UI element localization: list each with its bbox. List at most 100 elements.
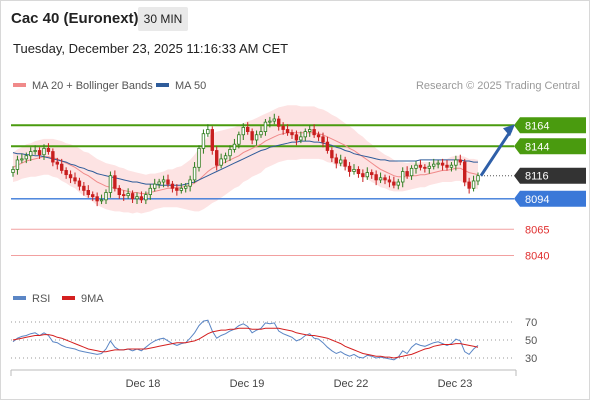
candle-body [316,134,321,138]
candle-body [130,193,135,200]
candle-body [325,141,330,151]
candle-body [330,150,334,159]
candle-body [361,173,365,178]
candle-body [46,147,51,152]
candle-body [60,163,64,171]
candle-body [104,192,108,201]
candle-body [387,179,392,183]
candle-body [99,199,104,202]
candle-body [365,172,369,178]
projection-arrow-shaft [479,129,513,177]
candle-body [401,171,405,183]
candle-body [126,193,130,197]
candle-body [37,150,42,156]
ma20-line [12,132,479,195]
legend-9ma: 9MA [62,293,104,305]
rsi-line [12,319,479,361]
candle-body [42,147,46,156]
chart-header: Cac 40 (Euronext) 30 MIN [0,0,590,36]
legend-ma50-label: MA 50 [175,80,207,92]
candle-body [51,151,55,163]
timeframe-badge[interactable]: 30 MIN [138,7,188,31]
candle-body [312,129,316,136]
candle-body [308,129,312,132]
candle-body [432,163,436,167]
candle-body [179,187,183,191]
candle-body [29,151,33,157]
price-label-8116: 8116 [525,171,549,183]
price-label-8065: 8065 [525,224,549,236]
projection-arrow-head [503,124,515,137]
candle-body [68,174,73,179]
candle-body [210,129,214,151]
price-tag-bg-8144 [514,138,586,155]
price-label-8040: 8040 [525,251,549,263]
candle-body [122,194,126,197]
price-tag-8164: 8164 [514,117,586,134]
candle-body [237,134,241,145]
candle-body [206,129,210,135]
candle-body [153,183,157,189]
candle-body [223,155,228,160]
candle-body [201,133,206,149]
candle-body [170,183,175,189]
candle-body [161,179,166,183]
price-label-8094: 8094 [525,194,549,206]
candle-body [347,165,352,172]
candle-body [148,187,152,196]
price-tag-8094: 8094 [514,190,586,207]
candle-body [471,180,476,189]
candle-body [427,165,431,169]
x-label-dec-22: Dec 22 [334,378,369,390]
x-label-dec-18: Dec 18 [126,378,161,390]
candle-body [82,185,86,191]
rsi-tick-70: 70 [525,317,537,329]
candle-body [370,172,374,176]
candle-body [378,177,383,181]
candle-body [352,168,356,172]
candle-body [383,177,387,181]
candle-body [339,159,343,164]
rsi-tick-50: 50 [525,335,537,347]
candle-body [175,187,179,191]
candle-body [449,164,454,168]
candle-body [277,118,281,127]
candle-body [139,196,144,201]
candle-body [215,150,219,166]
rsi-swatch [13,296,26,301]
candle-body [250,131,254,141]
candle-body [188,179,192,187]
candle-body [197,147,201,168]
candle-body [374,174,378,181]
rsi-tick-30: 30 [525,353,537,365]
candle-body [219,158,223,166]
candle-body [64,170,68,176]
candle-body [95,196,99,202]
candle-body [409,167,414,177]
candle-body [268,120,272,123]
legend-rsi: RSI [13,293,50,305]
candle-body [303,131,307,138]
candle-body [15,159,20,170]
candle-body [281,125,285,130]
candle-body [458,159,462,163]
instrument-title: Cac 40 (Euronext) [11,10,139,27]
candle-body [228,149,232,157]
legend-rsi-label: RSI [32,293,51,305]
price-tag-8116: 8116 [514,167,586,184]
candle-body [343,159,347,167]
research-credit: Research © 2025 Trading Central [415,80,580,92]
candle-body [436,162,440,165]
ma50-line [12,140,478,186]
candle-body [259,131,263,136]
candle-body [108,175,113,193]
ma50-swatch [156,83,169,88]
candle-body [423,166,427,169]
candle-body [117,187,121,196]
candle-body [144,194,148,201]
candle-body [454,159,458,166]
candle-body [272,118,276,122]
candle-body [246,127,250,133]
candle-body [414,164,418,169]
